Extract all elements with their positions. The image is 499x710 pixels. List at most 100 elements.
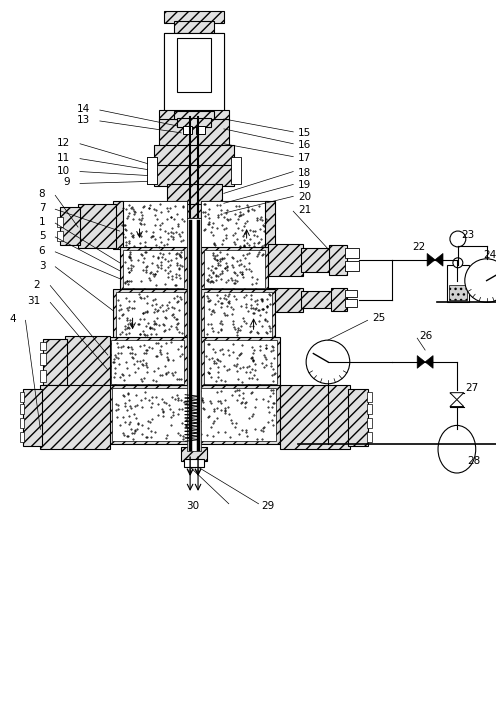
Bar <box>120 202 187 249</box>
Bar <box>212 33 224 112</box>
Bar <box>148 157 157 185</box>
Bar <box>201 337 280 387</box>
Text: 6: 6 <box>39 246 45 256</box>
Text: 17: 17 <box>298 153 311 163</box>
Bar <box>177 38 211 92</box>
Text: 25: 25 <box>373 313 386 323</box>
Text: 28: 28 <box>467 456 480 466</box>
Bar <box>57 217 63 227</box>
Bar <box>183 126 192 134</box>
Text: 21: 21 <box>298 205 311 215</box>
Polygon shape <box>417 356 425 368</box>
Bar <box>19 392 24 402</box>
Polygon shape <box>450 393 464 400</box>
Bar <box>201 202 268 249</box>
Bar <box>367 392 372 402</box>
Bar <box>78 204 116 248</box>
Bar <box>159 119 229 147</box>
Bar <box>184 459 204 467</box>
Circle shape <box>453 258 463 268</box>
Text: 22: 22 <box>412 242 426 252</box>
Circle shape <box>306 340 350 384</box>
Text: 10: 10 <box>57 165 70 175</box>
Bar <box>196 126 205 134</box>
Bar <box>171 204 217 218</box>
Bar <box>108 337 187 387</box>
Bar <box>148 157 157 163</box>
Text: 30: 30 <box>186 501 199 510</box>
Bar <box>164 33 176 112</box>
Bar <box>177 118 211 127</box>
Bar <box>367 432 372 442</box>
Bar <box>301 290 333 308</box>
Text: 24: 24 <box>484 250 497 260</box>
Bar <box>113 288 187 340</box>
Bar <box>164 11 224 23</box>
Bar <box>19 418 24 428</box>
Text: 8: 8 <box>39 190 45 200</box>
Bar <box>204 292 272 337</box>
Bar <box>148 157 157 163</box>
Text: 18: 18 <box>298 168 311 178</box>
Bar <box>40 385 110 449</box>
Bar <box>348 388 368 446</box>
Bar <box>120 247 187 290</box>
Bar <box>112 388 276 442</box>
Text: 14: 14 <box>77 104 90 114</box>
Bar <box>108 385 280 444</box>
Bar <box>120 202 187 249</box>
Bar <box>40 342 46 350</box>
Bar <box>367 418 372 428</box>
Bar <box>123 250 184 288</box>
Text: 12: 12 <box>57 138 70 148</box>
Bar <box>148 168 157 175</box>
Bar <box>265 202 275 249</box>
Bar <box>60 207 80 245</box>
Bar <box>367 403 372 413</box>
Polygon shape <box>427 253 435 266</box>
Bar <box>148 178 157 185</box>
Bar <box>40 370 46 382</box>
Bar <box>154 145 234 167</box>
Bar <box>57 231 63 241</box>
Bar <box>65 336 110 388</box>
Text: 7: 7 <box>39 203 45 213</box>
Text: 26: 26 <box>419 331 433 342</box>
Text: 2: 2 <box>34 280 40 290</box>
Bar <box>40 353 46 365</box>
Circle shape <box>450 231 466 247</box>
Bar <box>187 218 201 451</box>
Circle shape <box>465 259 499 302</box>
Text: 16: 16 <box>298 140 311 150</box>
Bar <box>204 340 277 384</box>
Bar <box>174 111 214 119</box>
Text: 9: 9 <box>63 178 70 187</box>
Bar <box>204 250 265 288</box>
Text: 19: 19 <box>298 180 311 190</box>
Bar <box>22 388 42 446</box>
Bar <box>201 202 268 249</box>
Bar <box>449 285 467 300</box>
Bar <box>116 292 184 337</box>
Bar <box>447 265 469 302</box>
Bar <box>148 168 157 175</box>
Bar <box>268 244 303 275</box>
Bar <box>181 447 207 461</box>
Bar <box>19 432 24 442</box>
Bar <box>19 403 24 413</box>
Text: 20: 20 <box>298 192 311 202</box>
Bar <box>43 339 67 385</box>
Bar <box>167 185 222 206</box>
Polygon shape <box>435 253 443 266</box>
Bar <box>187 117 201 221</box>
Bar <box>159 110 229 122</box>
Bar <box>345 261 359 271</box>
Bar <box>301 248 331 272</box>
Text: 23: 23 <box>461 230 474 240</box>
Bar <box>154 165 234 187</box>
Bar <box>148 178 157 185</box>
Ellipse shape <box>438 425 476 473</box>
Bar <box>113 202 123 249</box>
Text: 3: 3 <box>39 261 45 271</box>
Text: 1: 1 <box>39 217 45 227</box>
